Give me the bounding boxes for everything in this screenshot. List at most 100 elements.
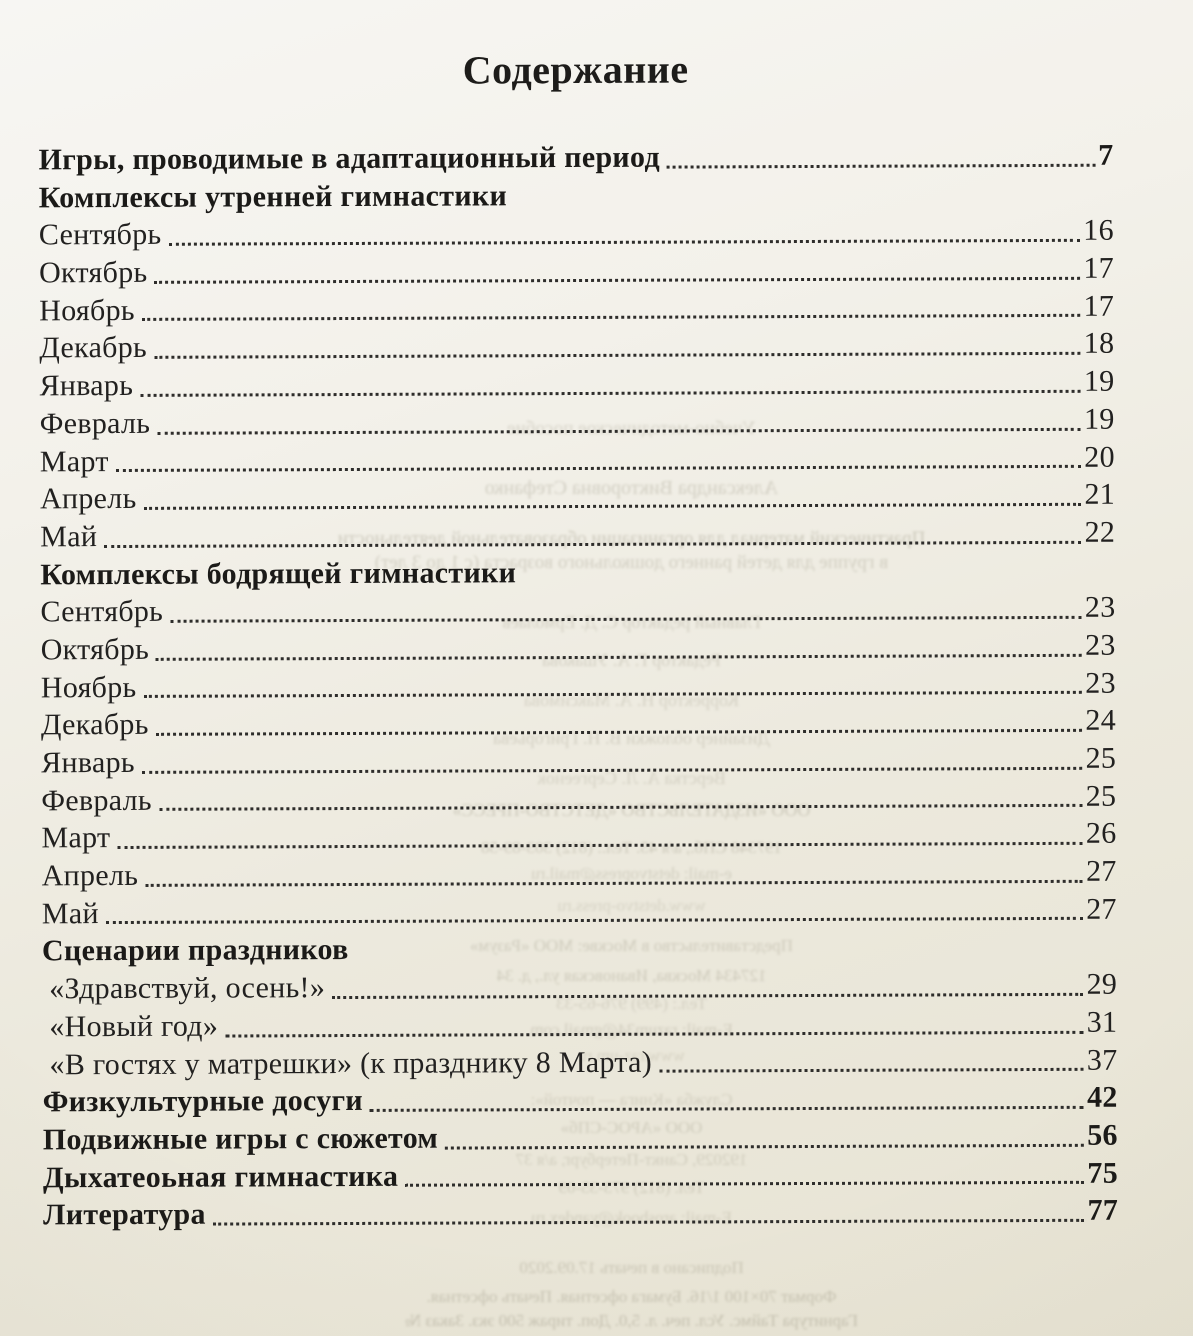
dots-leader	[166, 212, 1080, 254]
toc-entry-label: Дыхатеоьная гимнастика	[42, 1159, 399, 1194]
dots-leader	[403, 1154, 1084, 1195]
dots-leader	[157, 777, 1083, 819]
toc-entry-page-number: 7	[1098, 138, 1114, 172]
dots-leader	[152, 325, 1081, 367]
dots-leader	[330, 966, 1084, 1007]
toc-entry-page-number: 19	[1083, 364, 1115, 398]
toc-entry: «В гостях у матрешки» (к празднику 8 Мар…	[42, 1041, 1117, 1083]
toc-entry-page-number: 42	[1086, 1080, 1118, 1114]
toc-entry-page-number: 25	[1085, 741, 1117, 775]
dots-leader	[140, 740, 1083, 782]
toc-entry-label: Февраль	[41, 783, 152, 818]
toc-entry: Апрель 21	[40, 476, 1115, 518]
dots-leader	[168, 589, 1082, 631]
toc-entry-page-number: 25	[1085, 779, 1117, 813]
dots-leader	[657, 1041, 1084, 1081]
toc-entry: Комплексы бодрящей гимнастики	[40, 551, 1115, 593]
dots-leader	[141, 664, 1082, 706]
toc-entry-page-number: 17	[1083, 251, 1115, 285]
toc-entry: Ноябрь 23	[41, 664, 1116, 706]
toc-entry: Ноябрь 17	[39, 287, 1114, 329]
toc-entry: Март 20	[40, 438, 1115, 480]
toc-entry-label: «В гостях у матрешки» (к празднику 8 Мар…	[49, 1045, 653, 1081]
dots-leader	[154, 627, 1082, 669]
toc-entry-page-number: 20	[1084, 440, 1115, 474]
toc-entry: «Новый год» 31	[42, 1003, 1117, 1045]
show-through-text: Гарнитура Таймс. Усл. печ. л. 5,0. Доп. …	[405, 1311, 858, 1330]
dots-leader	[443, 1117, 1084, 1157]
table-of-contents: Содержание Игры, проводимые в адаптацион…	[38, 0, 1118, 1234]
toc-entry-page-number: 23	[1084, 628, 1116, 662]
toc-entry: Литература 77	[43, 1192, 1118, 1234]
dots-leader	[155, 401, 1081, 443]
toc-entry: Октябрь 23	[41, 627, 1116, 669]
toc-entry: Сентябрь 23	[40, 589, 1115, 631]
toc-entry-label: «Новый год»	[49, 1009, 219, 1044]
dots-leader	[104, 891, 1084, 933]
toc-entry-label: Физкультурные досуги	[42, 1084, 364, 1119]
show-through-text: Формат 70×100 1/16. Бумага офсетная. Печ…	[426, 1287, 837, 1306]
toc-entry: Сентябрь 16	[39, 212, 1114, 254]
toc-entry: Комплексы утренней гимнастики	[39, 174, 1114, 216]
toc-entry: Сценарии праздников	[42, 928, 1117, 970]
toc-entry-label: Ноябрь	[39, 293, 135, 328]
toc-entry-page-number: 29	[1086, 967, 1118, 1001]
toc-entry: Декабрь 24	[41, 702, 1116, 744]
toc-entry: Март 26	[41, 815, 1116, 857]
toc-entry-label: Игры, проводимые в адаптационный период	[38, 140, 660, 177]
toc-entry-page-number: 24	[1085, 703, 1117, 738]
toc-entry: «Здравствуй, осень!» 29	[42, 966, 1117, 1008]
toc-entry-page-number: 22	[1084, 515, 1116, 549]
toc-entry-label: Октябрь	[38, 255, 148, 290]
toc-entry-label: Комплексы утренней гимнастики	[38, 178, 508, 215]
dots-leader	[665, 137, 1095, 177]
toc-entry-label: Литература	[43, 1197, 206, 1232]
toc-entry-page-number: 19	[1084, 402, 1115, 436]
dots-leader	[154, 702, 1083, 744]
show-through-text: Подписано в печать 17.09.2020	[519, 1258, 744, 1277]
dots-leader	[115, 815, 1083, 857]
toc-list: Игры, проводимые в адаптационный период 7…	[38, 137, 1118, 1235]
toc-entry-page-number: 23	[1085, 666, 1116, 700]
toc-entry-page-number: 23	[1084, 590, 1116, 625]
dots-leader	[138, 363, 1081, 405]
dots-leader	[223, 1004, 1084, 1045]
toc-entry: Игры, проводимые в адаптационный период 7	[38, 137, 1113, 179]
dots-leader	[368, 1079, 1084, 1120]
toc-entry-label: Подвижные игры с сюжетом	[42, 1121, 439, 1157]
toc-entry-label: Февраль	[39, 406, 151, 441]
toc-entry: Октябрь 17	[39, 250, 1114, 292]
toc-entry-page-number: 18	[1083, 327, 1115, 361]
dots-leader	[114, 438, 1082, 480]
toc-entry-label: Октябрь	[40, 632, 150, 667]
toc-entry-page-number: 16	[1083, 214, 1114, 248]
dots-leader	[152, 250, 1080, 292]
toc-entry-label: Январь	[39, 369, 134, 403]
toc-entry: Май 27	[42, 890, 1117, 932]
toc-entry-page-number: 77	[1087, 1193, 1119, 1228]
toc-entry-label: Март	[41, 821, 111, 855]
toc-entry-label: Март	[39, 444, 109, 478]
dots-leader	[143, 853, 1083, 895]
toc-entry: Дыхатеоьная гимнастика 75	[43, 1154, 1118, 1196]
toc-entry-label: Сценарии праздников	[41, 933, 349, 968]
toc-entry-label: Ноябрь	[40, 670, 137, 704]
toc-entry-label: Сентябрь	[40, 595, 164, 629]
toc-entry-label: Апрель	[39, 482, 137, 516]
toc-entry-page-number: 75	[1087, 1156, 1119, 1190]
toc-entry: Февраль 25	[41, 777, 1116, 819]
toc-entry-label: Май	[41, 896, 99, 931]
toc-entry-page-number: 26	[1085, 817, 1117, 851]
toc-entry: Май 22	[40, 514, 1115, 556]
toc-entry: Декабрь 18	[39, 325, 1114, 367]
toc-entry-label: Декабрь	[40, 708, 149, 742]
toc-entry-label: Апрель	[41, 858, 139, 893]
toc-entry-page-number: 56	[1087, 1118, 1118, 1152]
toc-entry-page-number: 27	[1086, 892, 1117, 926]
dots-leader	[140, 288, 1081, 330]
toc-entry: Физкультурные досуги 42	[43, 1079, 1118, 1121]
toc-entry: Январь 25	[41, 740, 1116, 782]
toc-entry: Подвижные игры с сюжетом 56	[43, 1117, 1118, 1159]
toc-entry-label: Январь	[41, 745, 135, 780]
